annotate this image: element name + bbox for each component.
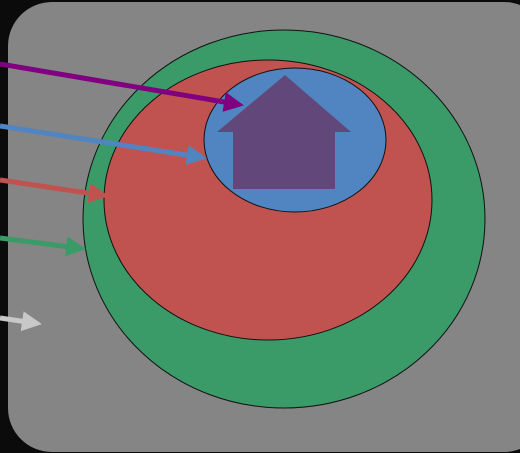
gray-arrow bbox=[0, 311, 42, 332]
house-icon bbox=[217, 75, 351, 189]
red-arrow bbox=[0, 177, 109, 204]
green-arrow bbox=[0, 235, 86, 257]
purple-arrow bbox=[0, 61, 244, 112]
blue-arrow bbox=[0, 123, 207, 166]
